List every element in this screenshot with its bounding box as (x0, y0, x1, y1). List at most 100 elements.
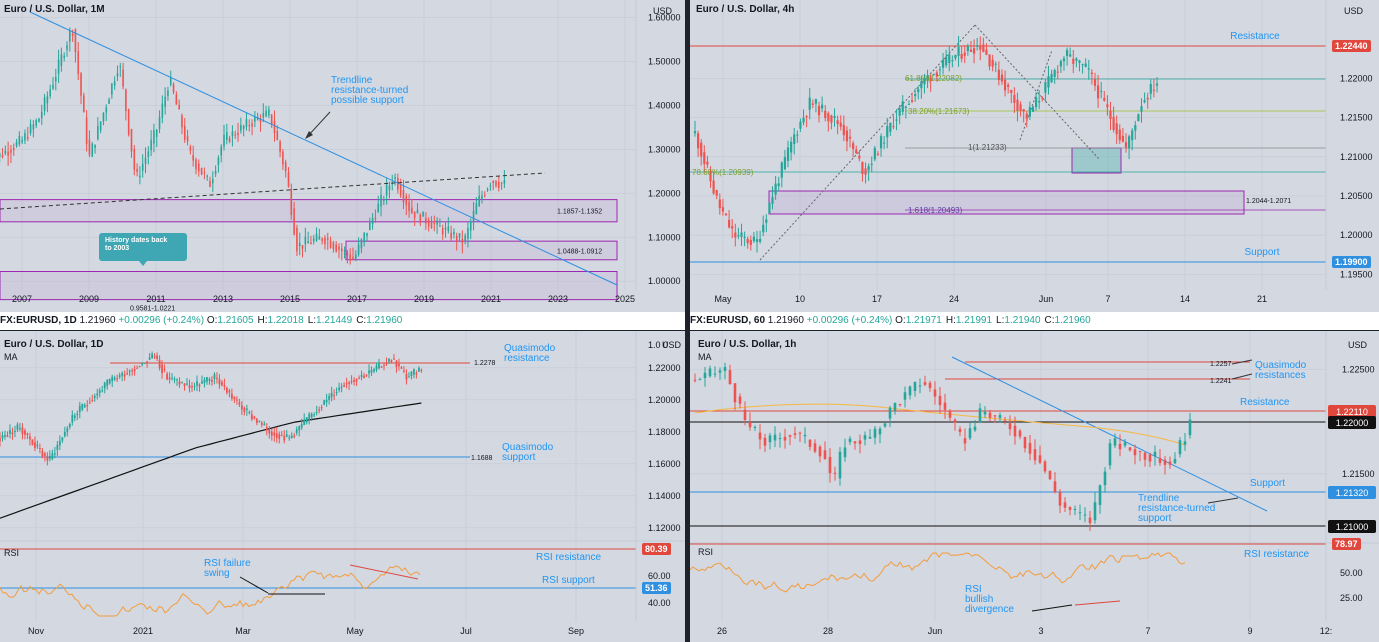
monthly-candle (483, 194, 486, 196)
monthly-candle (472, 210, 475, 223)
h1-x-axis[interactable]: 26 28 Jun 3 7 9 12: (717, 626, 1332, 636)
daily-candle (203, 379, 206, 383)
daily-candle (186, 383, 188, 385)
daily-y-axis[interactable]: 1.22000 1.20000 1.18000 1.16000 1.14000 1.120… (648, 340, 681, 608)
h4-candle (1134, 125, 1137, 131)
daily-candle (1, 435, 4, 439)
monthly-chart-panel[interactable]: 1.1857-1.1352 1.0488-1.0912 0.9581-1.0221 … (0, 0, 685, 312)
h4-candle (821, 104, 824, 109)
monthly-trendline-annotation-line2: resistance-turned (331, 85, 409, 96)
daily-candle (31, 439, 34, 445)
monthly-candle (32, 124, 35, 130)
monthly-x-axis[interactable]: 2007 2009 2011 2013 2015 2017 2019 2021 2023 2025 (12, 294, 635, 304)
h4-candle (1081, 64, 1084, 66)
h1-candle (768, 435, 772, 443)
monthly-candle (273, 120, 276, 134)
h1-candle (1043, 461, 1047, 472)
x-tick-label: May (714, 294, 732, 304)
h1-candle (1103, 471, 1107, 486)
daily-x-axis[interactable]: Nov 2021 Mar May Jul Sep (28, 626, 584, 636)
daily-candle (355, 378, 358, 382)
h4-candle (1121, 135, 1124, 142)
h1-candle (823, 450, 827, 460)
rsi-tick-label: 50.00 (1340, 568, 1363, 578)
daily-candle (146, 361, 149, 363)
h1-candle (1038, 455, 1042, 463)
daily-candle (181, 382, 183, 384)
h1-candle (1088, 517, 1092, 524)
h4-candle (969, 49, 973, 52)
daily-candle (390, 360, 393, 362)
h1-candle (713, 373, 717, 375)
h4-candle (1038, 100, 1041, 103)
monthly-chart-canvas[interactable]: 1.1857-1.13521.0488-1.09120.9581-1.0221 … (0, 0, 685, 312)
h1-candle (1118, 443, 1122, 450)
h1-candle (773, 434, 777, 441)
h4-x-axis[interactable]: May 10 17 24 Jun 7 14 21 (714, 294, 1267, 304)
daily-ticker-close: 1.21960 (366, 315, 403, 326)
monthly-y-axis[interactable]: 1.60000 1.50000 1.40000 1.30000 1.20000 1.100… (648, 13, 681, 287)
h1-ma-label: MA (698, 352, 712, 362)
monthly-candle (312, 238, 315, 242)
h1-rsi-annotation-arrow (1031, 604, 1073, 612)
daily-candle (325, 399, 328, 403)
daily-candle (53, 453, 56, 455)
x-tick-label: Jun (1039, 294, 1054, 304)
h1-candle (803, 434, 807, 437)
h1-candle (1018, 430, 1022, 437)
h1-candle (1183, 441, 1187, 445)
h4-candle (1075, 58, 1078, 61)
h4-candle (985, 49, 988, 55)
monthly-candle (268, 109, 270, 116)
daily-ticker-symbol[interactable]: FX:EURUSD, 1D (0, 315, 77, 326)
h4-candle (765, 219, 768, 223)
monthly-candle (209, 180, 211, 187)
daily-candle (14, 430, 16, 432)
daily-candle (101, 390, 104, 392)
monthly-candle (416, 210, 419, 214)
history-callout-pointer (139, 261, 147, 266)
h4-y-axis[interactable]: 1.22000 1.21500 1.21000 1.20500 1.20000 1.195… (1340, 73, 1373, 279)
h4-support-label: Support (1244, 247, 1279, 258)
monthly-candle (310, 242, 312, 244)
monthly-candle (150, 139, 152, 151)
h4-chart-panel[interactable]: 1.22000 1.21500 1.21000 1.20500 1.20000 1.195… (690, 0, 1379, 312)
h1-y-axis[interactable]: 1.22500 1.21500 50.00 25.00 (1340, 364, 1375, 603)
daily-candle (161, 364, 163, 374)
daily-chart-panel[interactable]: 1.22000 1.20000 1.18000 1.16000 1.14000 1.120… (0, 331, 685, 642)
monthly-candle (338, 246, 340, 250)
daily-candle (285, 434, 288, 437)
h1-candle (788, 435, 792, 437)
h1-ticker-symbol[interactable]: FX:EURUSD, 60 (690, 315, 766, 326)
h4-candle (889, 122, 892, 132)
h4-diag-up (759, 24, 976, 261)
y-tick-label: 1.60000 (648, 13, 681, 23)
daily-candle (176, 379, 178, 381)
h4-candle (873, 147, 876, 160)
h4-candle (935, 72, 938, 77)
monthly-candle (439, 225, 441, 227)
h1-candle (878, 428, 882, 435)
daily-candle (283, 435, 286, 441)
daily-candle (171, 377, 173, 379)
h1-chart-panel[interactable]: 1.22500 1.21500 50.00 25.00 26 28 Jun 3 7 9 12: 1… (690, 331, 1379, 642)
h4-chart-canvas[interactable]: 1.22000 1.21500 1.21000 1.20500 1.20000 1.195… (690, 0, 1379, 312)
h4-candle (994, 63, 997, 65)
monthly-candle (10, 149, 12, 153)
monthly-candle (369, 220, 371, 231)
monthly-candle (66, 45, 68, 50)
h4-green-box (1071, 147, 1122, 174)
daily-candle (330, 392, 333, 398)
h4-candle (1152, 89, 1155, 91)
monthly-candle (197, 163, 200, 172)
daily-candle (208, 379, 211, 381)
h1-chart-canvas[interactable]: 1.22500 1.21500 50.00 25.00 26 28 Jun 3 7 9 12: 1… (690, 331, 1379, 642)
y-tick-label: 1.22500 (1342, 364, 1375, 374)
daily-candle (273, 432, 276, 436)
daily-qm-support-value: 1.1688 (471, 455, 493, 462)
daily-candle (21, 427, 24, 435)
monthly-candle (427, 219, 430, 227)
monthly-candle (116, 73, 119, 77)
daily-chart-canvas[interactable]: 1.22000 1.20000 1.18000 1.16000 1.14000 1.120… (0, 331, 685, 642)
